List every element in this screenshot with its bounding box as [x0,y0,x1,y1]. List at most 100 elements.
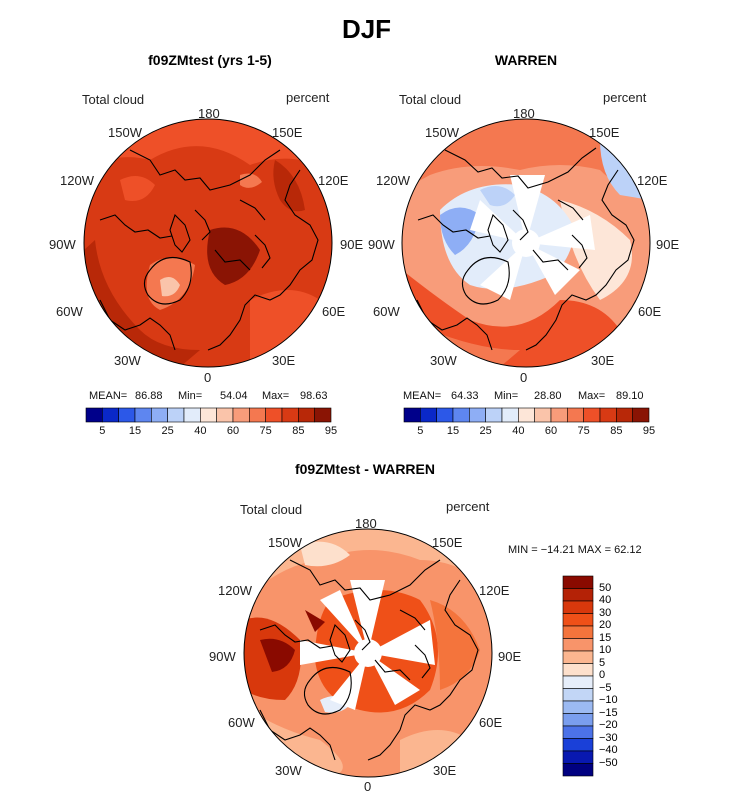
colorbar-box [562,763,594,777]
colorbar-tick-label: 10 [599,644,612,656]
colorbar-box [265,407,283,423]
colorbar-box [562,738,594,752]
lon-label-150e: 150E [272,125,303,140]
lon-label-90w: 90W [209,649,236,664]
variable-label: Total cloud [399,92,462,107]
colorbar-box [534,407,552,423]
colorbar-box [632,407,650,423]
colorbar-box [151,407,168,423]
units-label: percent [286,90,330,105]
lon-label-150w: 150W [425,125,459,140]
variable-label: Total cloud [82,92,145,107]
lon-label-180: 180 [355,516,377,531]
colorbar-tick-label: 5 [417,425,424,437]
lon-label-30w: 30W [275,763,302,778]
colorbar-box [298,407,315,423]
variable-label: Total cloud [240,502,303,517]
colorbar-box [85,407,103,423]
lon-label-90e: 90E [340,237,364,252]
min-value: 28.80 [534,390,562,402]
colorbar-box [232,407,250,423]
colorbar-box [562,613,594,627]
panel-title-obs: WARREN [494,52,558,68]
colorbar-box [562,750,594,764]
colorbar-tick-label: 50 [599,581,612,594]
lon-label-120w: 120W [376,173,410,188]
colorbar-box [562,575,594,589]
colorbar-box [249,407,266,423]
map-model [83,118,333,368]
colorbar-tick-label: −5 [599,681,612,694]
colorbar-tick-label: −15 [599,706,618,719]
colorbar-tick-label: 85 [610,425,623,437]
colorbar-tick-label: 40 [512,425,525,437]
colorbar-tick-label: 25 [161,425,174,437]
colorbar-tick-label: 20 [599,619,612,631]
colorbar-tick-label: 40 [194,425,207,437]
colorbar-tick-label: 95 [324,425,338,437]
colorbar-diff [562,575,594,777]
lon-label-120e: 120E [479,583,510,598]
colorbar-box [567,407,584,423]
colorbar-box [183,407,201,423]
lon-label-60w: 60W [56,304,83,319]
mean-label: MEAN= [89,390,128,402]
colorbar-model [85,407,332,423]
figure-title: DJF [341,14,392,44]
colorbar-tick-label: 30 [599,606,612,619]
colorbar-box [562,650,594,664]
colorbar-tick-label: −50 [599,756,618,769]
colorbar-tick-label: 15 [446,425,460,437]
colorbar-box [118,407,136,423]
colorbar-box [583,407,601,423]
lon-label-150w: 150W [108,125,142,140]
lon-label-60w: 60W [373,304,400,319]
colorbar-box [167,407,185,423]
colorbar-box [562,688,594,702]
colorbar-tick-label: 15 [128,425,142,437]
colorbar-tick-label: −30 [599,731,618,744]
lon-label-90w: 90W [49,237,76,252]
colorbar-box [562,638,594,652]
colorbar-tick-label: 25 [479,425,492,437]
lon-label-60e: 60E [322,304,346,319]
lon-label-180: 180 [513,106,535,121]
colorbar-box [403,407,421,423]
min-max-readout: MIN = −14.21 MAX = 62.12 [508,544,642,556]
colorbar-tick-label: 60 [544,425,558,437]
colorbar-box [485,407,503,423]
lon-label-150w: 150W [268,535,302,550]
colorbar-tick-label: −20 [599,719,618,731]
colorbar-tick-label: 95 [642,425,656,437]
lon-label-0: 0 [364,779,372,794]
colorbar-tick-label: 15 [599,631,612,644]
lon-label-0: 0 [204,370,212,385]
lon-label-60e: 60E [638,304,662,319]
lon-label-90e: 90E [656,237,680,252]
colorbar-box [469,407,486,423]
colorbar-box [562,725,594,739]
colorbar-box [599,407,617,423]
min-label: Min= [494,390,519,402]
lon-label-60w: 60W [228,715,255,730]
colorbar-box [562,625,594,639]
colorbar-box [314,407,332,423]
colorbar-tick-label: 85 [292,425,305,437]
colorbar-tick-label: 5 [99,425,106,437]
colorbar-box [436,407,454,423]
colorbar-tick-label: −40 [599,744,618,756]
lon-label-30e: 30E [433,763,457,778]
lon-label-150e: 150E [589,125,620,140]
colorbar-box [562,600,594,614]
colorbar-tick-label: 5 [599,656,606,669]
colorbar-tick-label: 0 [599,669,606,681]
colorbar-box [562,588,594,602]
lon-label-120e: 120E [637,173,668,188]
colorbar-box [420,407,437,423]
lon-label-90w: 90W [368,237,395,252]
lon-label-90e: 90E [498,649,522,664]
colorbar-box [562,675,594,689]
lon-label-180: 180 [198,106,220,121]
units-label: percent [603,90,647,105]
